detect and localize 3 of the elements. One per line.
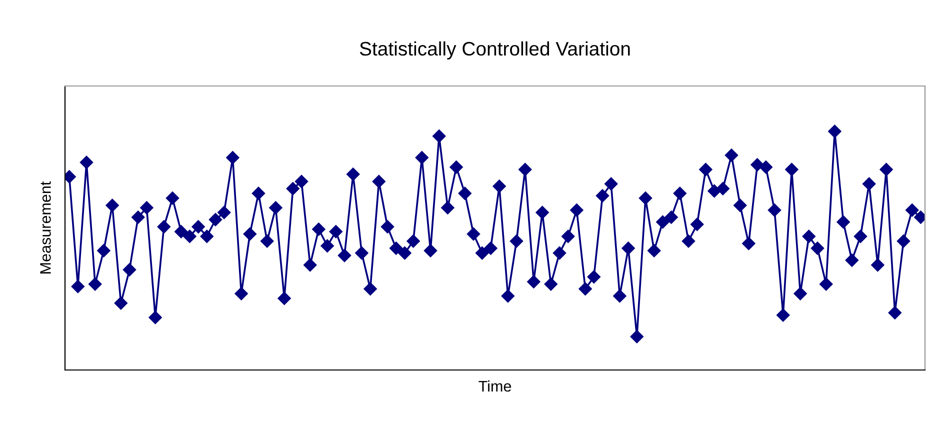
y-axis-title: Measurement: [40, 181, 51, 274]
x-axis-title: Time: [478, 380, 512, 392]
chart-title: Statistically Controlled Variation: [360, 41, 630, 60]
